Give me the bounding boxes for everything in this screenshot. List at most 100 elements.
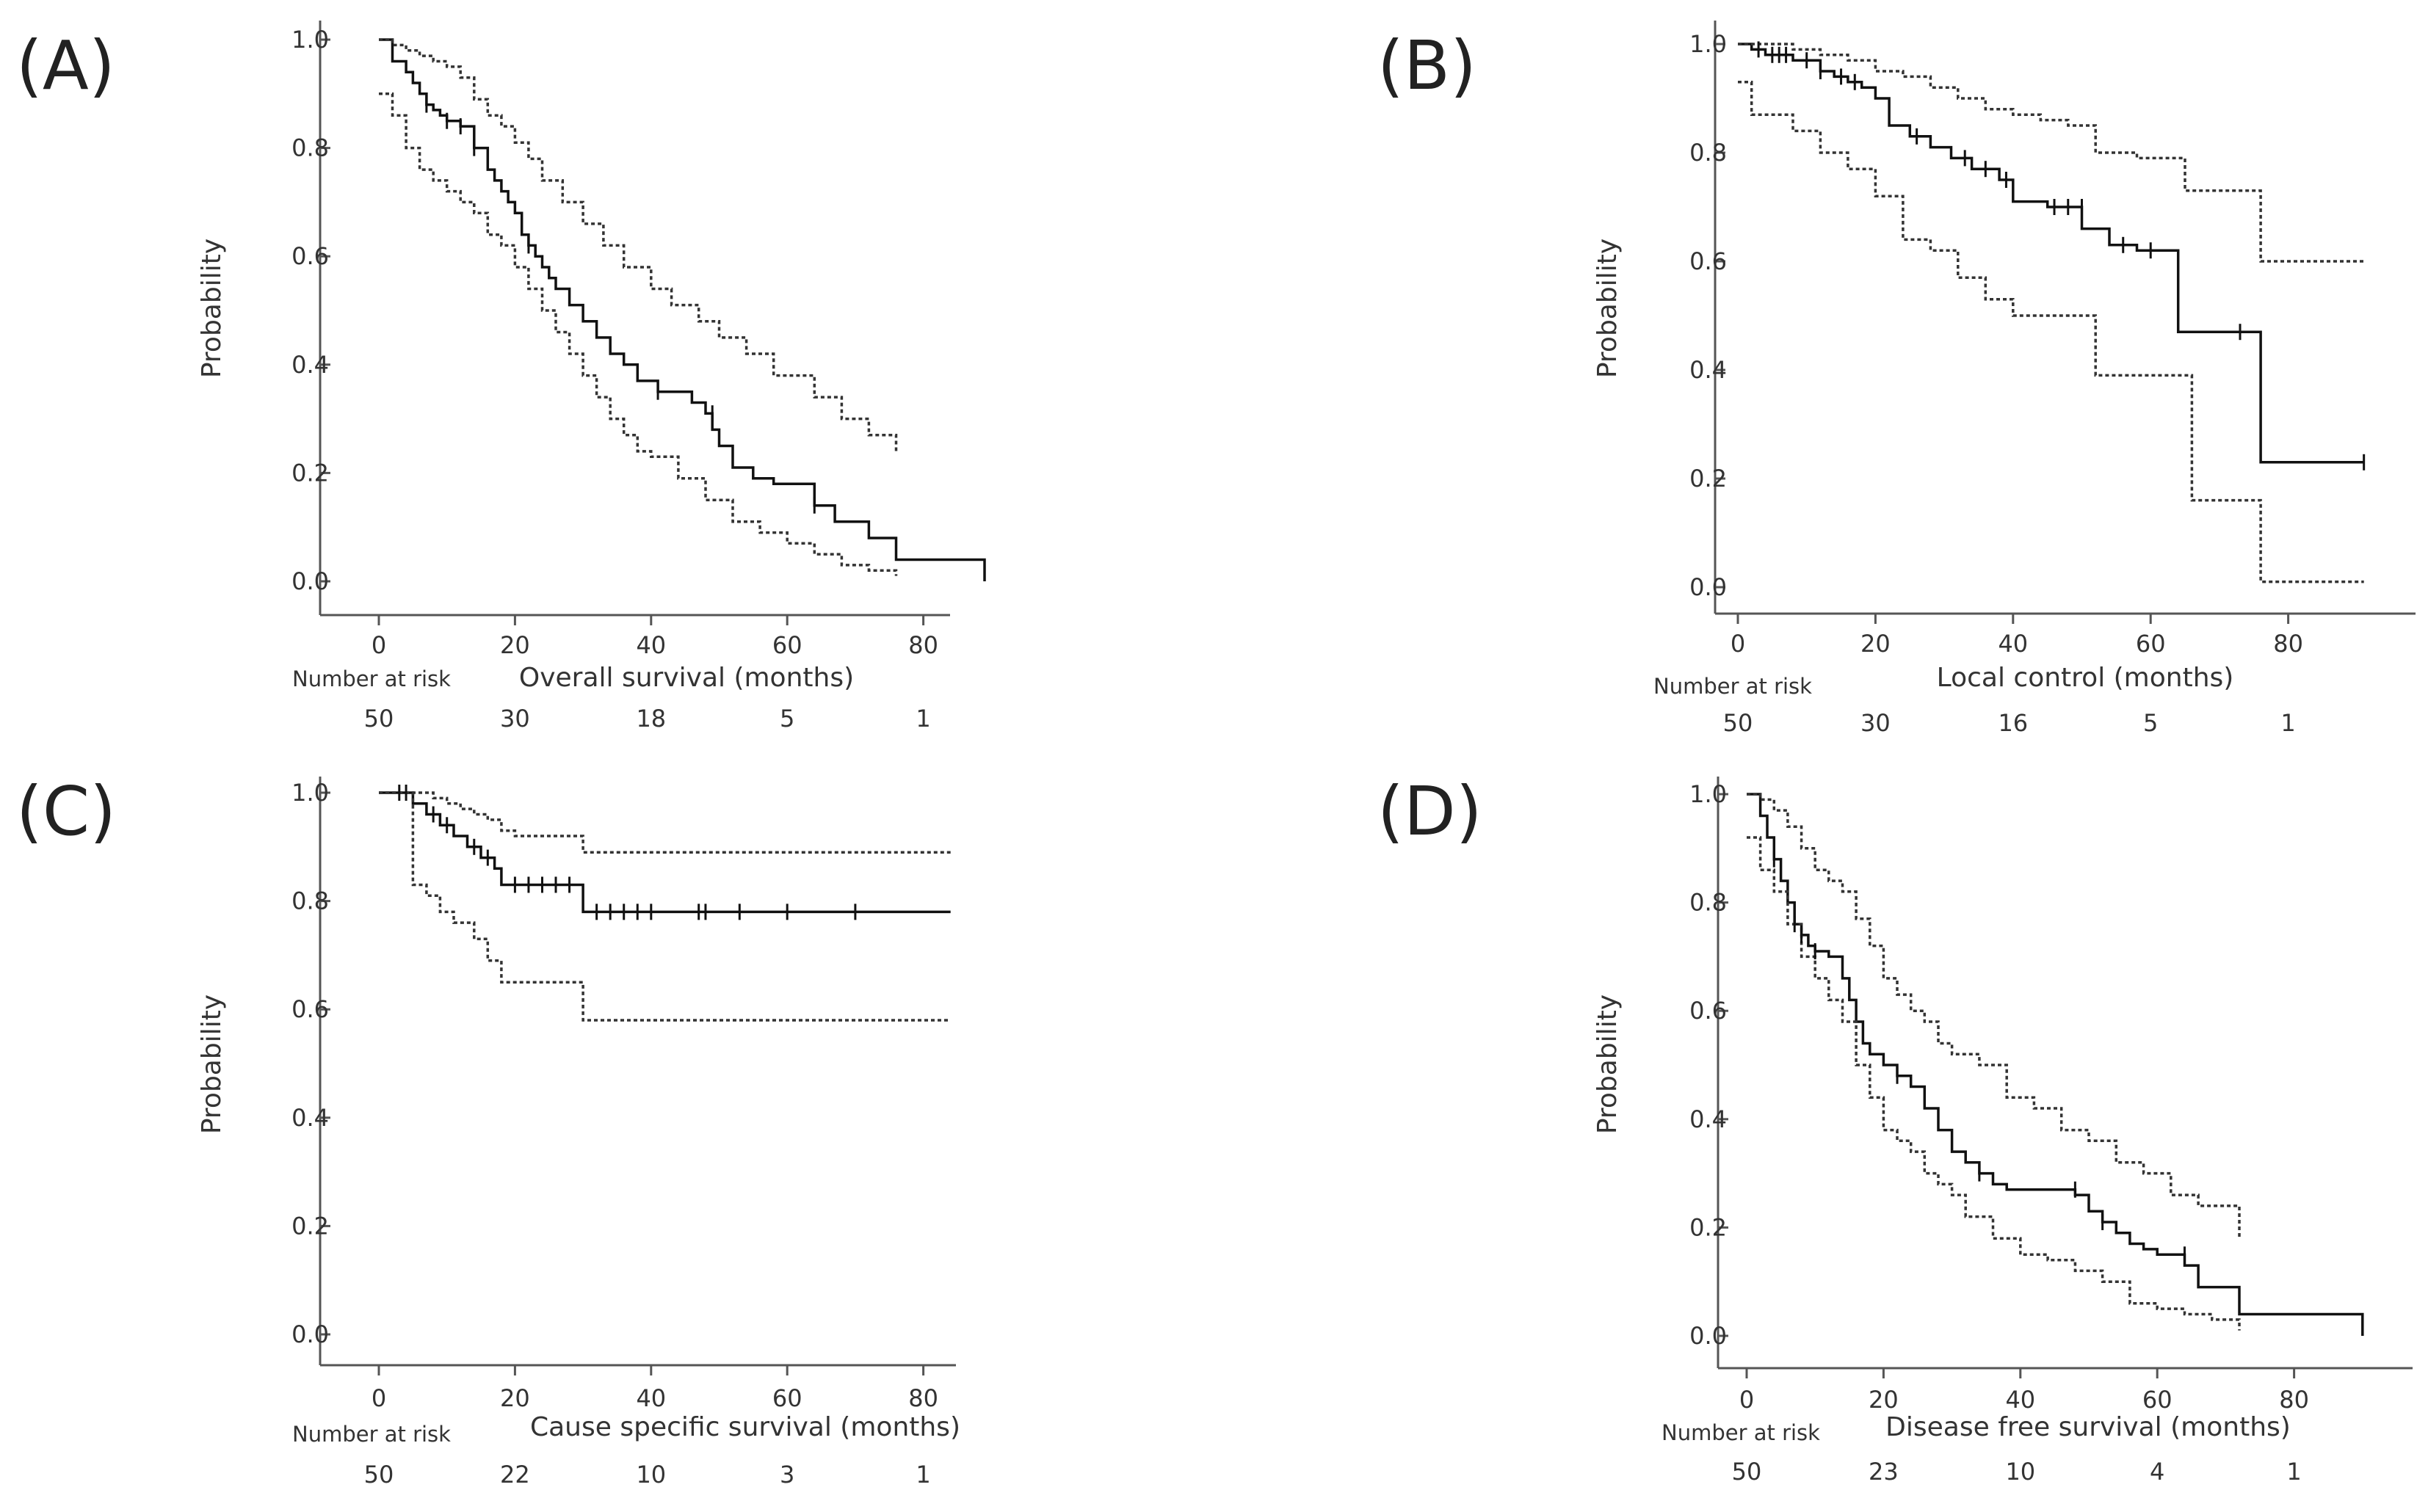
y-tick-label-d: 0.8	[1689, 889, 1727, 917]
x-tick-label-b: 0	[1731, 630, 1745, 658]
y-tick-label-b: 0.0	[1689, 573, 1727, 601]
x-tick-label-d: 0	[1739, 1386, 1754, 1414]
y-tick-label-a: 0.6	[291, 242, 329, 270]
lower-ci-curve-a	[379, 92, 898, 576]
survival-curve-d	[1747, 793, 2364, 1336]
risk-table-label-c: Number at risk	[292, 1422, 451, 1447]
x-tick-label-a: 20	[500, 631, 530, 659]
y-tick-label-d: 0.6	[1689, 997, 1727, 1025]
survival-curve-b	[1738, 43, 2364, 464]
lower-ci-curve-c	[379, 791, 951, 1022]
risk-count-a: 50	[364, 705, 394, 733]
y-tick-label-b: 0.6	[1689, 247, 1727, 275]
y-tick-label-a: 0.4	[291, 351, 329, 379]
risk-table-label-a: Number at risk	[292, 666, 451, 691]
risk-count-c: 22	[500, 1461, 530, 1489]
risk-count-d: 23	[1869, 1458, 1899, 1486]
risk-count-c: 10	[636, 1461, 666, 1489]
x-tick-label-c: 0	[372, 1384, 386, 1412]
risk-count-c: 3	[780, 1461, 794, 1489]
risk-count-c: 1	[916, 1461, 930, 1489]
km-plot-c: 0.0 0.2 0.4 0.6 0.8 1.0 0 20 40 60 80 Probability Ca…	[197, 777, 960, 1489]
km-plot-a: 0.0 0.2 0.4 0.6 0.8 1.0 0 20 40 60 80 Probability Ov…	[197, 21, 986, 733]
x-tick-label-d: 40	[2005, 1386, 2035, 1414]
y-tick-label-a: 0.8	[291, 134, 329, 162]
y-tick-label-c: 0.8	[291, 887, 329, 915]
y-tick-label-d: 0.2	[1689, 1213, 1727, 1241]
y-axis-label-b: Probability	[1592, 239, 1623, 378]
x-tick-label-a: 80	[908, 631, 938, 659]
y-tick-label-d: 0.4	[1689, 1105, 1727, 1133]
panel-label-c: (C)	[16, 772, 117, 851]
panel-label-a: (A)	[16, 26, 115, 105]
panel-c: 0.0 0.2 0.4 0.6 0.8 1.0 0 20 40 60 80 Probability Ca…	[0, 756, 1208, 1512]
lower-ci-curve-d	[1747, 836, 2241, 1331]
y-tick-label-c: 0.2	[291, 1212, 329, 1240]
risk-count-d: 10	[2005, 1458, 2035, 1486]
y-tick-label-a: 0.0	[291, 567, 329, 595]
survival-curve-c	[379, 791, 951, 914]
x-tick-label-c: 20	[500, 1384, 530, 1412]
risk-count-a: 5	[780, 705, 794, 733]
risk-count-b: 30	[1860, 709, 1891, 737]
y-tick-label-a: 0.2	[291, 459, 329, 487]
km-plot-d: 0.0 0.2 0.4 0.6 0.8 1.0 0 20 40 60 80 Probability Di…	[1592, 777, 2413, 1486]
risk-table-label-d: Number at risk	[1662, 1420, 1820, 1445]
lower-ci-curve-b	[1738, 81, 2364, 584]
x-tick-label-c: 40	[636, 1384, 666, 1412]
panel-b: 0.0 0.2 0.4 0.6 0.8 1.0 0 20 40 60 80 Probability Lo…	[1208, 0, 2417, 756]
panel-label-d: (D)	[1377, 772, 1482, 851]
y-tick-label-b: 0.2	[1689, 465, 1727, 493]
upper-ci-curve-c	[379, 791, 951, 854]
upper-ci-curve-d	[1747, 793, 2241, 1239]
y-tick-label-c: 0.0	[291, 1320, 329, 1348]
y-axis-label-a: Probability	[197, 239, 227, 378]
y-tick-label-d: 1.0	[1689, 780, 1727, 808]
y-tick-label-b: 1.0	[1689, 30, 1727, 58]
risk-count-b: 1	[2280, 709, 2295, 737]
y-tick-label-c: 0.4	[291, 1104, 329, 1132]
risk-count-a: 18	[636, 705, 666, 733]
x-tick-label-b: 60	[2136, 630, 2166, 658]
risk-count-d: 4	[2150, 1458, 2164, 1486]
risk-count-a: 30	[500, 705, 530, 733]
km-plot-b: 0.0 0.2 0.4 0.6 0.8 1.0 0 20 40 60 80 Probability Lo…	[1592, 21, 2416, 737]
y-tick-label-a: 1.0	[291, 26, 329, 54]
risk-count-a: 1	[916, 705, 930, 733]
x-tick-label-c: 60	[772, 1384, 802, 1412]
x-axis-label-a: Overall survival (months)	[519, 663, 854, 693]
risk-table-label-b: Number at risk	[1653, 674, 1812, 699]
risk-count-b: 16	[1998, 709, 2028, 737]
risk-count-c: 50	[364, 1461, 394, 1489]
x-tick-label-d: 80	[2279, 1386, 2309, 1414]
panel-label-b: (B)	[1377, 26, 1476, 105]
panel-d: 0.0 0.2 0.4 0.6 0.8 1.0 0 20 40 60 80 Probability Di…	[1208, 756, 2417, 1512]
x-tick-label-b: 20	[1860, 630, 1891, 658]
survival-curve-a	[379, 38, 986, 581]
x-tick-label-a: 60	[772, 631, 802, 659]
y-axis-label-d: Probability	[1592, 995, 1623, 1134]
upper-ci-curve-b	[1738, 43, 2364, 263]
upper-ci-curve-a	[379, 38, 898, 451]
risk-count-b: 5	[2143, 709, 2158, 737]
x-tick-label-a: 0	[372, 631, 386, 659]
y-tick-label-b: 0.4	[1689, 356, 1727, 384]
x-tick-label-b: 80	[2273, 630, 2303, 658]
x-axis-label-b: Local control (months)	[1937, 663, 2234, 693]
y-tick-label-b: 0.8	[1689, 139, 1727, 167]
y-tick-label-c: 0.6	[291, 995, 329, 1023]
risk-count-d: 50	[1732, 1458, 1762, 1486]
risk-count-b: 50	[1723, 709, 1753, 737]
y-axis-label-c: Probability	[197, 995, 227, 1134]
x-tick-label-d: 60	[2142, 1386, 2173, 1414]
risk-count-d: 1	[2286, 1458, 2301, 1486]
y-tick-label-d: 0.0	[1689, 1322, 1727, 1350]
panel-a: 0.0 0.2 0.4 0.6 0.8 1.0 0 20 40 60 80 Probability Ov…	[0, 0, 1208, 756]
x-tick-label-d: 20	[1869, 1386, 1899, 1414]
x-tick-label-b: 40	[1998, 630, 2028, 658]
x-tick-label-c: 80	[908, 1384, 938, 1412]
x-axis-label-d: Disease free survival (months)	[1885, 1412, 2291, 1442]
y-tick-label-c: 1.0	[291, 779, 329, 807]
x-axis-label-c: Cause specific survival (months)	[530, 1412, 960, 1442]
